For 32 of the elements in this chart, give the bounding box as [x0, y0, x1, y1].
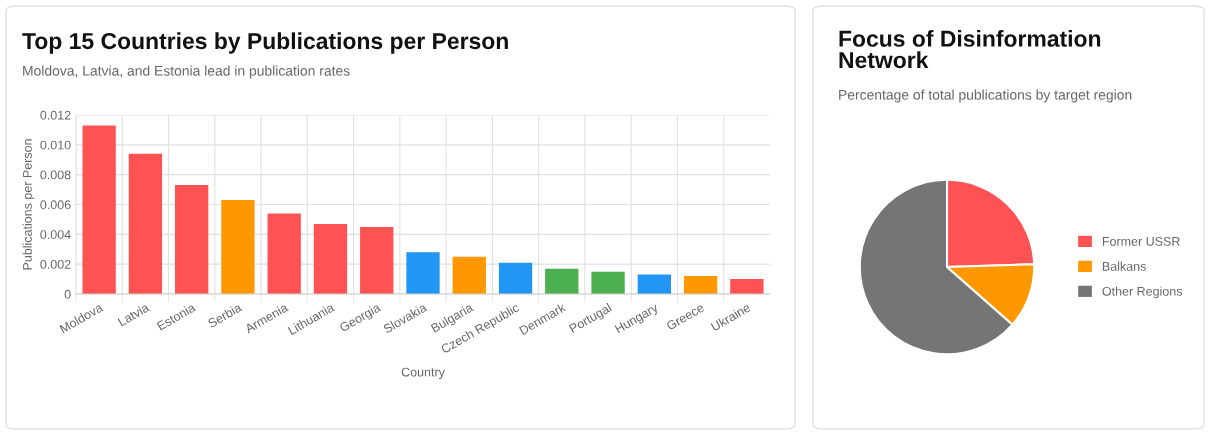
legend-label: Other Regions [1102, 286, 1183, 299]
bar [545, 268, 579, 294]
legend-label: Balkans [1102, 261, 1146, 271]
bar [221, 200, 255, 294]
chart-subtitle: Percentage of total publications by target region [839, 89, 1132, 103]
bar [360, 226, 394, 294]
legend-label: Former USSR [1102, 236, 1180, 246]
bar [267, 213, 301, 294]
y-tick-label: 0.012 [40, 110, 71, 120]
bar [313, 223, 348, 294]
x-axis-title: Country [401, 367, 445, 379]
y-tick-label: 0 [64, 289, 71, 299]
chart-title: Top 15 Countries by Publications per Person [22, 32, 508, 54]
bar [683, 276, 718, 294]
bar [498, 262, 533, 294]
bar [730, 279, 764, 294]
bar [406, 252, 440, 294]
y-tick-label: 0.008 [40, 170, 71, 180]
y-tick-label: 0.006 [40, 200, 71, 210]
x-tick-label: Latvia [117, 302, 150, 327]
bar [128, 153, 163, 294]
bar [637, 274, 671, 294]
bar [82, 125, 116, 294]
chart-title: Focus of Disinformation Network [839, 30, 1101, 69]
bar [591, 271, 625, 294]
bar [175, 185, 209, 294]
y-tick-label: 0.010 [40, 140, 71, 150]
chart-subtitle: Moldova, Latvia, and Estonia lead in publication rates [23, 65, 350, 79]
bar [452, 256, 486, 294]
y-tick-label: 0.002 [40, 259, 71, 269]
y-tick-label: 0.004 [40, 230, 71, 239]
y-axis-title: Publications per Person [22, 139, 35, 270]
